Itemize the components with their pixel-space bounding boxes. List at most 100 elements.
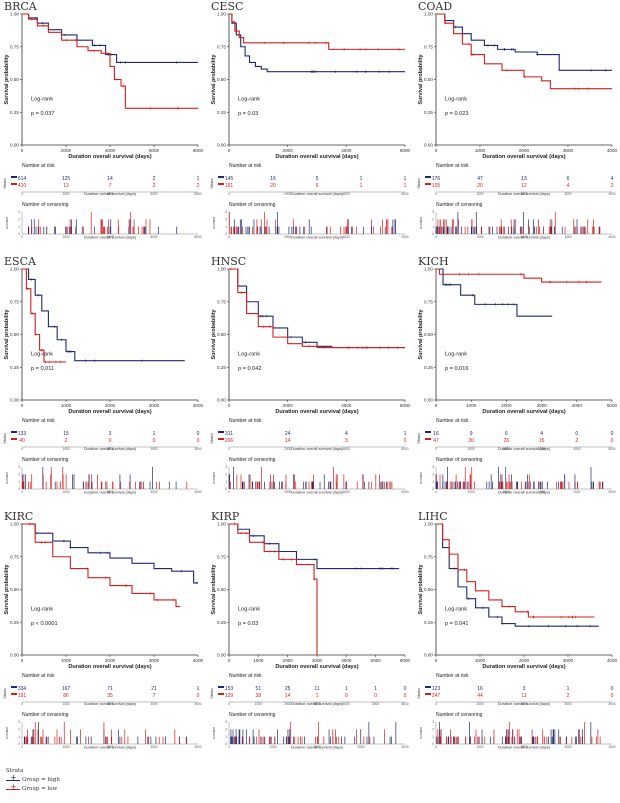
censor-mark-low — [40, 349, 44, 352]
risk-key-high — [218, 686, 224, 688]
risk-table-title: Number at risk — [22, 163, 55, 169]
censor-mark-high — [106, 551, 109, 555]
panel-title: HNSC — [211, 255, 247, 268]
risk-count-low: 38 — [256, 693, 262, 699]
censor-mark-low — [324, 41, 328, 45]
risk-key-high — [425, 686, 431, 688]
risk-table-title: Number at risk — [22, 673, 55, 679]
risk-count-high: 1 — [404, 431, 407, 437]
risk-xtick-label: 1000 — [468, 447, 475, 451]
censor-mark-high — [536, 53, 539, 56]
risk-count-low: 206 — [225, 438, 234, 444]
censor-xtick-label: 1000 — [62, 490, 69, 494]
km-curve-low — [229, 268, 405, 349]
risk-xtick-label: 2000 — [106, 702, 113, 706]
censor-mark-low — [176, 107, 180, 110]
y-tick-label: 0.50 — [10, 332, 19, 337]
risk-xtick-label: 1000 — [62, 447, 69, 451]
x-tick-label: 6000 — [400, 403, 411, 408]
censor-plot-title: Number of censoring — [436, 202, 483, 208]
censor-xtick-label: 0 — [435, 490, 437, 494]
risk-x-axis-label: Duration overall survival (days) — [498, 447, 551, 451]
y-tick-label: 0.75 — [10, 554, 19, 559]
censor-mark-high — [313, 558, 317, 561]
risk-table-title: Number at risk — [229, 418, 262, 424]
logrank-label: Log-rank — [238, 96, 260, 102]
risk-xtick-label: 0 — [21, 702, 23, 706]
y-tick-label: 0.50 — [10, 77, 19, 82]
strata-legend: Strata Group = high Group = low — [6, 768, 126, 800]
censor-y-axis-label: n.censor — [212, 471, 216, 484]
censor-xtick-label: 1000 — [269, 745, 276, 749]
y-tick-label: 1.00 — [217, 267, 226, 272]
logrank-label: Log-rank — [31, 351, 53, 357]
censor-mark-low — [358, 48, 362, 51]
censor-xtick-label: 6000 — [150, 235, 157, 239]
x-tick-label: 4000 — [193, 658, 204, 663]
risk-xtick-label: 6000 — [401, 192, 408, 196]
censor-mark-high — [304, 341, 307, 344]
censor-plot-title: Number of censoring — [229, 202, 276, 208]
x-tick-label: 6000 — [400, 658, 411, 663]
x-tick-label: 2000 — [283, 403, 294, 408]
km-panel-kich: KICH 0.00 0.25 0.50 0.75 1.00 0 1000 2000 3000 400… — [414, 255, 618, 517]
censor-mark-low — [29, 522, 32, 526]
censor-mark-high — [387, 70, 391, 73]
y-axis-label: Survival probability — [418, 564, 424, 614]
risk-strata-label: Strata — [210, 433, 214, 444]
risk-xtick-label: 5000 — [372, 702, 379, 706]
risk-key-low — [218, 438, 224, 440]
censor-ytick-label: 0 — [18, 487, 20, 491]
censor-ytick-label: 1 — [18, 225, 20, 229]
x-tick-label: 0 — [228, 148, 231, 153]
censor-x-axis-label: Duration overall survival (days) — [84, 490, 137, 494]
x-tick-label: 2000 — [105, 658, 116, 663]
censor-mark-low — [571, 615, 574, 619]
censor-mark-high — [364, 70, 367, 73]
logrank-label: Log-rank — [238, 606, 260, 612]
censor-mark-low — [42, 24, 45, 27]
risk-count-low: 35 — [107, 693, 113, 699]
censor-ytick-label: 1 — [18, 480, 20, 484]
risk-count-high: 1 — [345, 686, 348, 692]
censor-mark-low — [92, 49, 96, 52]
x-tick-label: 2000 — [283, 658, 294, 663]
censor-plot-title: Number of censoring — [436, 457, 483, 463]
risk-xtick-label: 1000 — [476, 702, 483, 706]
censor-mark-low — [356, 346, 360, 349]
x-tick-label: 2000 — [283, 148, 294, 153]
x-tick-label: 0 — [21, 658, 24, 663]
risk-count-high: 14 — [107, 176, 113, 182]
censor-mark-low — [114, 78, 118, 81]
risk-count-low: 20 — [477, 183, 483, 189]
censor-mark-low — [458, 273, 461, 276]
censor-mark-low — [471, 53, 475, 56]
censor-mark-high — [355, 70, 359, 73]
censor-mark-low — [149, 107, 152, 110]
censor-mark-high — [93, 44, 96, 47]
x-tick-label: 4000 — [572, 403, 583, 408]
risk-x-axis-label: Duration overall survival (days) — [291, 702, 344, 706]
risk-count-low: 161 — [225, 183, 234, 189]
risk-strata-label: Strata — [417, 433, 421, 444]
risk-key-high — [11, 431, 17, 433]
risk-xtick-label: 2000 — [503, 447, 510, 451]
censor-mark-low — [239, 531, 243, 535]
censor-xtick-label: 1000 — [476, 745, 483, 749]
risk-count-high: 16 — [433, 431, 439, 437]
x-axis-label: Duration overall survival (days) — [275, 664, 358, 670]
censor-y-axis-label: n.censor — [5, 726, 9, 739]
km-plot-svg: 0.000.250.500.751.000 1000 2000 3000 4000 500… — [210, 522, 411, 750]
censor-mark-high — [575, 624, 579, 628]
censor-ytick-label: 2 — [18, 728, 20, 732]
censor-mark-high — [69, 546, 72, 549]
censor-ytick-label: 0 — [432, 742, 434, 746]
risk-xtick-label: 5000 — [608, 447, 615, 451]
y-tick-label: 0.75 — [424, 299, 433, 304]
censor-x-axis-label: Duration overall survival (days) — [84, 235, 137, 239]
censor-mark-high — [84, 359, 87, 362]
risk-xtick-label: 0 — [21, 192, 23, 196]
y-tick-label: 0.50 — [217, 332, 226, 337]
x-tick-label: 0 — [228, 403, 231, 408]
y-tick-label: 0.00 — [217, 398, 226, 403]
